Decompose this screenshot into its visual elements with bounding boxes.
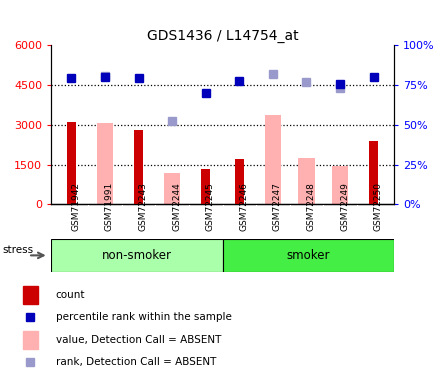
Text: value, Detection Call = ABSENT: value, Detection Call = ABSENT [56, 335, 221, 345]
Bar [134, 130, 143, 204]
Text: GSM72250: GSM72250 [374, 182, 383, 231]
Bar [23, 286, 38, 304]
Bar [298, 158, 315, 204]
Text: non-smoker: non-smoker [102, 249, 172, 262]
Bar [23, 331, 38, 349]
Title: GDS1436 / L14754_at: GDS1436 / L14754_at [147, 28, 298, 43]
Text: smoker: smoker [287, 249, 330, 262]
Bar [235, 159, 244, 204]
Text: stress: stress [3, 245, 34, 255]
Bar [332, 166, 348, 204]
Text: percentile rank within the sample: percentile rank within the sample [56, 312, 231, 322]
Bar [369, 141, 378, 204]
Text: GSM72245: GSM72245 [206, 182, 214, 231]
Text: GSM71942: GSM71942 [71, 182, 81, 231]
Text: rank, Detection Call = ABSENT: rank, Detection Call = ABSENT [56, 357, 216, 368]
Text: GSM71991: GSM71991 [105, 182, 114, 231]
Text: GSM72244: GSM72244 [172, 182, 181, 231]
Text: GSM72248: GSM72248 [307, 182, 316, 231]
Text: GSM72246: GSM72246 [239, 182, 248, 231]
Bar [51, 239, 223, 272]
Bar [97, 123, 113, 204]
Bar [67, 122, 76, 204]
Text: GSM72243: GSM72243 [138, 182, 147, 231]
Text: count: count [56, 290, 85, 300]
Bar [265, 116, 281, 204]
Bar [164, 172, 180, 204]
Text: GSM72249: GSM72249 [340, 182, 349, 231]
Bar [222, 239, 394, 272]
Text: GSM72247: GSM72247 [273, 182, 282, 231]
Bar [201, 168, 210, 204]
